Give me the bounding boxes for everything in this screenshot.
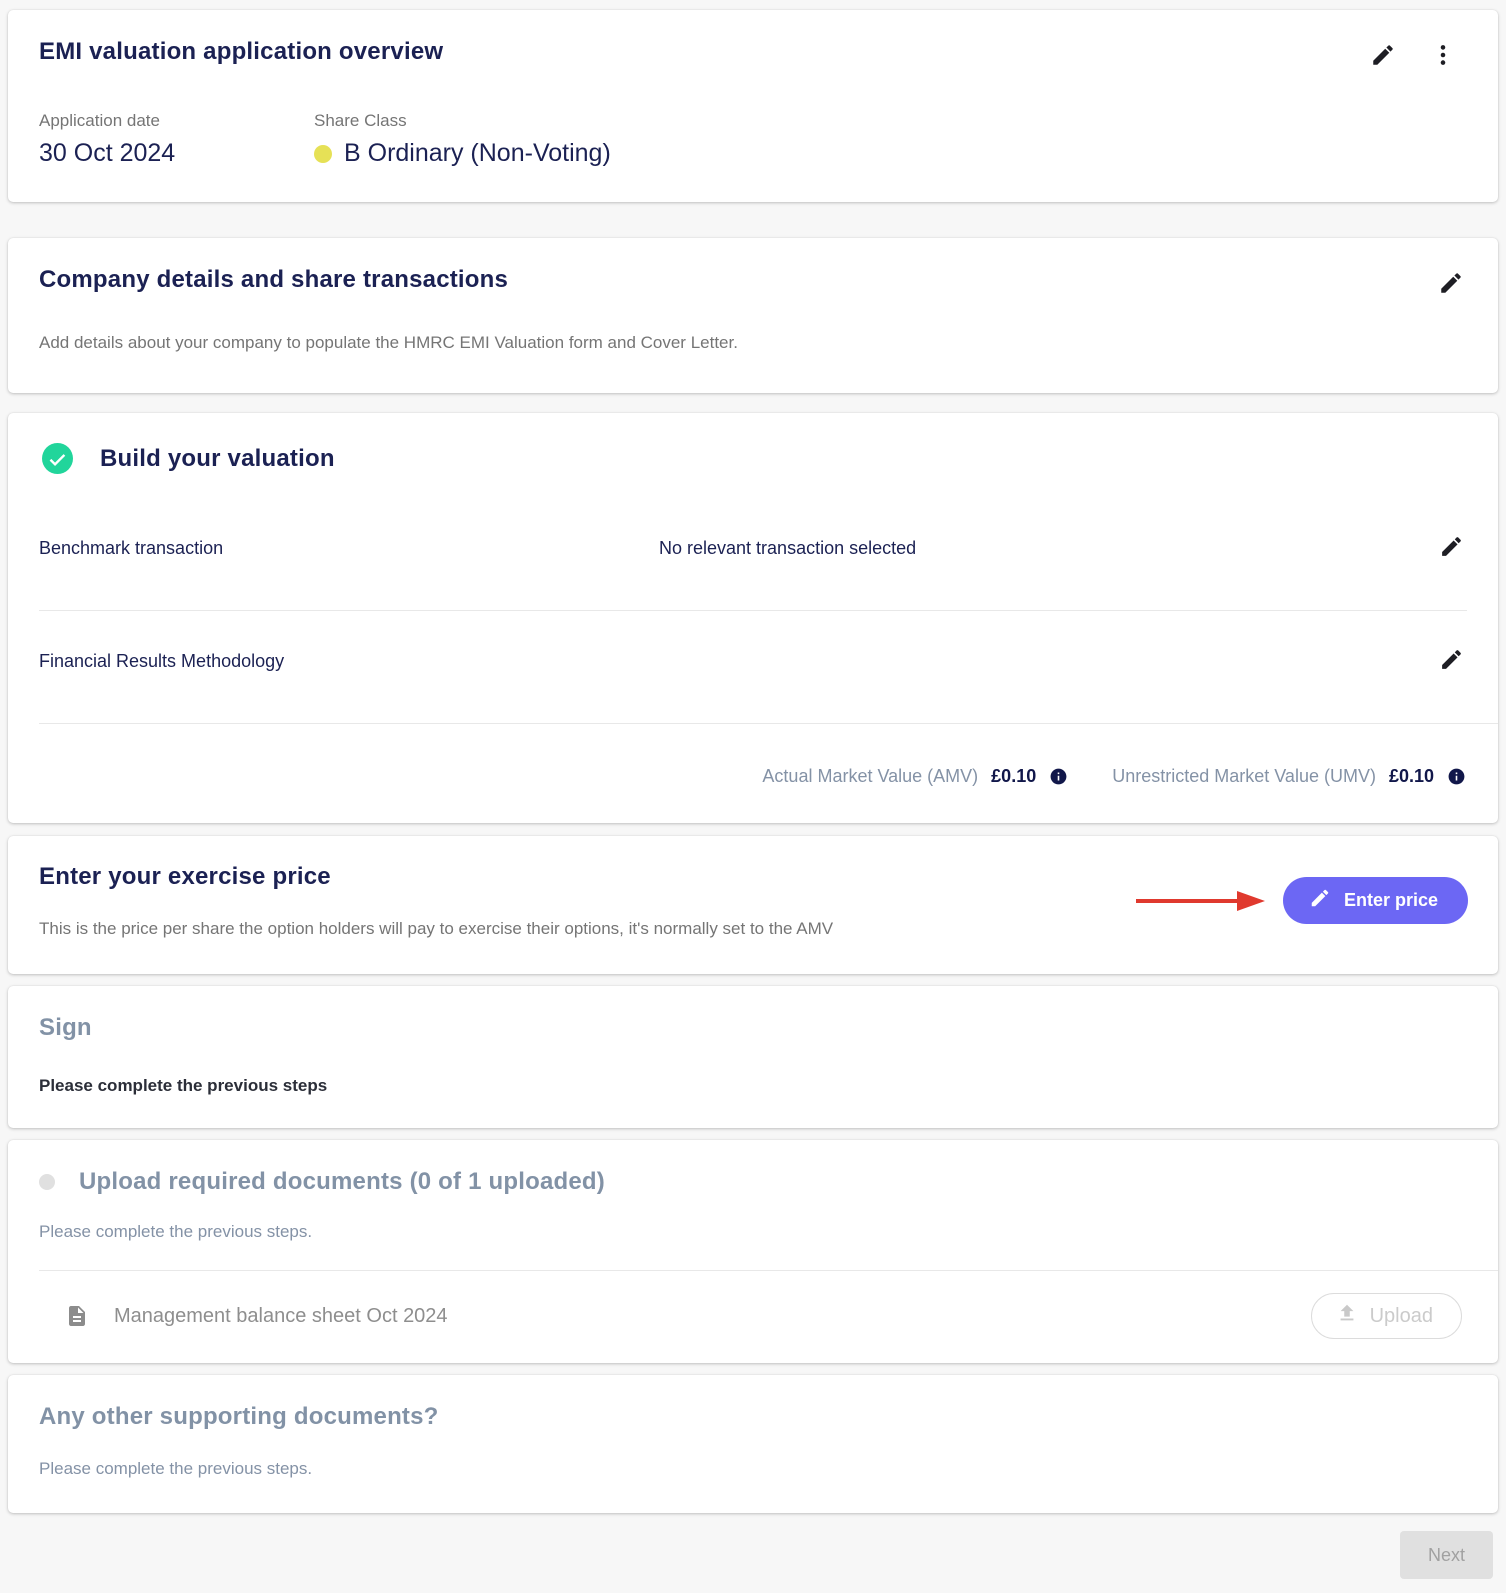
exercise-price-subtitle: This is the price per share the option h… — [39, 919, 834, 938]
exercise-price-card: Enter your exercise price This is the pr… — [8, 836, 1498, 974]
red-arrow-annotation — [1133, 888, 1267, 914]
next-button[interactable]: Next — [1399, 1531, 1493, 1579]
umv-value: £0.10 — [1388, 766, 1434, 786]
upload-documents-card: Upload required documents (0 of 1 upload… — [8, 1140, 1498, 1363]
financial-results-value — [659, 643, 1435, 651]
sign-message: Please complete the previous steps — [39, 1076, 328, 1095]
overview-card: EMI valuation application overview Appli… — [8, 10, 1498, 202]
financial-results-row: Financial Results Methodology — [8, 611, 1498, 723]
build-valuation-card: Build your valuation Benchmark transacti… — [8, 413, 1498, 823]
sign-card: Sign Please complete the previous steps — [8, 986, 1498, 1128]
upload-documents-title: Upload required documents (0 of 1 upload… — [79, 1168, 605, 1195]
pencil-icon — [1438, 270, 1464, 299]
kebab-menu-icon — [1430, 42, 1456, 71]
other-documents-card: Any other supporting documents? Please c… — [8, 1375, 1498, 1513]
other-documents-subtitle: Please complete the previous steps. — [39, 1459, 313, 1478]
company-details-card: Company details and share transactions A… — [8, 238, 1498, 393]
enter-price-button[interactable]: Enter price — [1282, 877, 1468, 924]
amv-label: Actual Market Value (AMV) — [762, 766, 979, 786]
benchmark-transaction-value: No relevant transaction selected — [659, 538, 917, 558]
check-circle-icon — [42, 443, 73, 474]
exercise-price-title: Enter your exercise price — [39, 863, 331, 890]
application-date-field: Application date 30 Oct 2024 — [39, 111, 314, 168]
edit-overview-button[interactable] — [1366, 38, 1400, 75]
pencil-icon — [1439, 534, 1464, 562]
umv-group: Unrestricted Market Value (UMV) £0.10 — [1112, 766, 1466, 787]
edit-financial-results-button[interactable] — [1435, 643, 1468, 679]
overflow-menu-button[interactable] — [1426, 38, 1460, 75]
row-divider — [39, 1270, 1498, 1271]
upload-documents-subtitle: Please complete the previous steps. — [39, 1222, 313, 1241]
umv-label: Unrestricted Market Value (UMV) — [1112, 766, 1376, 786]
document-row: Management balance sheet Oct 2024 Upload — [8, 1271, 1498, 1363]
build-valuation-title: Build your valuation — [100, 444, 335, 472]
other-documents-title: Any other supporting documents? — [39, 1403, 439, 1430]
company-details-title: Company details and share transactions — [39, 266, 509, 293]
sign-title: Sign — [39, 1014, 92, 1041]
overview-actions — [1366, 38, 1466, 75]
benchmark-transaction-label: Benchmark transaction — [39, 538, 224, 558]
umv-info-icon[interactable] — [1447, 767, 1466, 786]
financial-results-label: Financial Results Methodology — [39, 651, 285, 671]
company-details-subtitle: Add details about your company to popula… — [39, 333, 738, 352]
share-class-label: Share Class — [314, 111, 407, 130]
footer: Next — [8, 1525, 1498, 1579]
pencil-icon — [1370, 42, 1396, 71]
share-class-field: Share Class B Ordinary (Non-Voting) — [314, 111, 611, 168]
ring-icon — [39, 1174, 55, 1190]
share-class-dot-icon — [314, 144, 332, 163]
upload-button-label: Upload — [1369, 1304, 1433, 1327]
row-divider — [39, 610, 1467, 611]
pencil-icon — [1309, 887, 1331, 914]
amv-info-icon[interactable] — [1049, 767, 1068, 786]
document-icon — [65, 1302, 89, 1330]
enter-price-label: Enter price — [1343, 890, 1438, 910]
share-class-value: B Ordinary (Non-Voting) — [314, 139, 611, 168]
upload-icon — [1336, 1302, 1358, 1330]
page-title: EMI valuation application overview — [39, 38, 444, 65]
application-date-value: 30 Oct 2024 — [39, 139, 176, 167]
edit-company-details-button[interactable] — [1434, 266, 1468, 303]
share-class-name: B Ordinary (Non-Voting) — [344, 139, 611, 167]
amv-value: £0.10 — [991, 766, 1037, 786]
edit-benchmark-transaction-button[interactable] — [1435, 530, 1468, 566]
market-values-row: Actual Market Value (AMV) £0.10 Unrestri… — [8, 724, 1498, 823]
amv-group: Actual Market Value (AMV) £0.10 — [762, 766, 1068, 787]
benchmark-transaction-row: Benchmark transaction No relevant transa… — [8, 498, 1498, 610]
document-name: Management balance sheet Oct 2024 — [114, 1304, 448, 1327]
row-divider — [39, 723, 1498, 724]
upload-button[interactable]: Upload — [1310, 1293, 1462, 1339]
pencil-icon — [1439, 647, 1464, 675]
application-date-label: Application date — [39, 111, 160, 130]
